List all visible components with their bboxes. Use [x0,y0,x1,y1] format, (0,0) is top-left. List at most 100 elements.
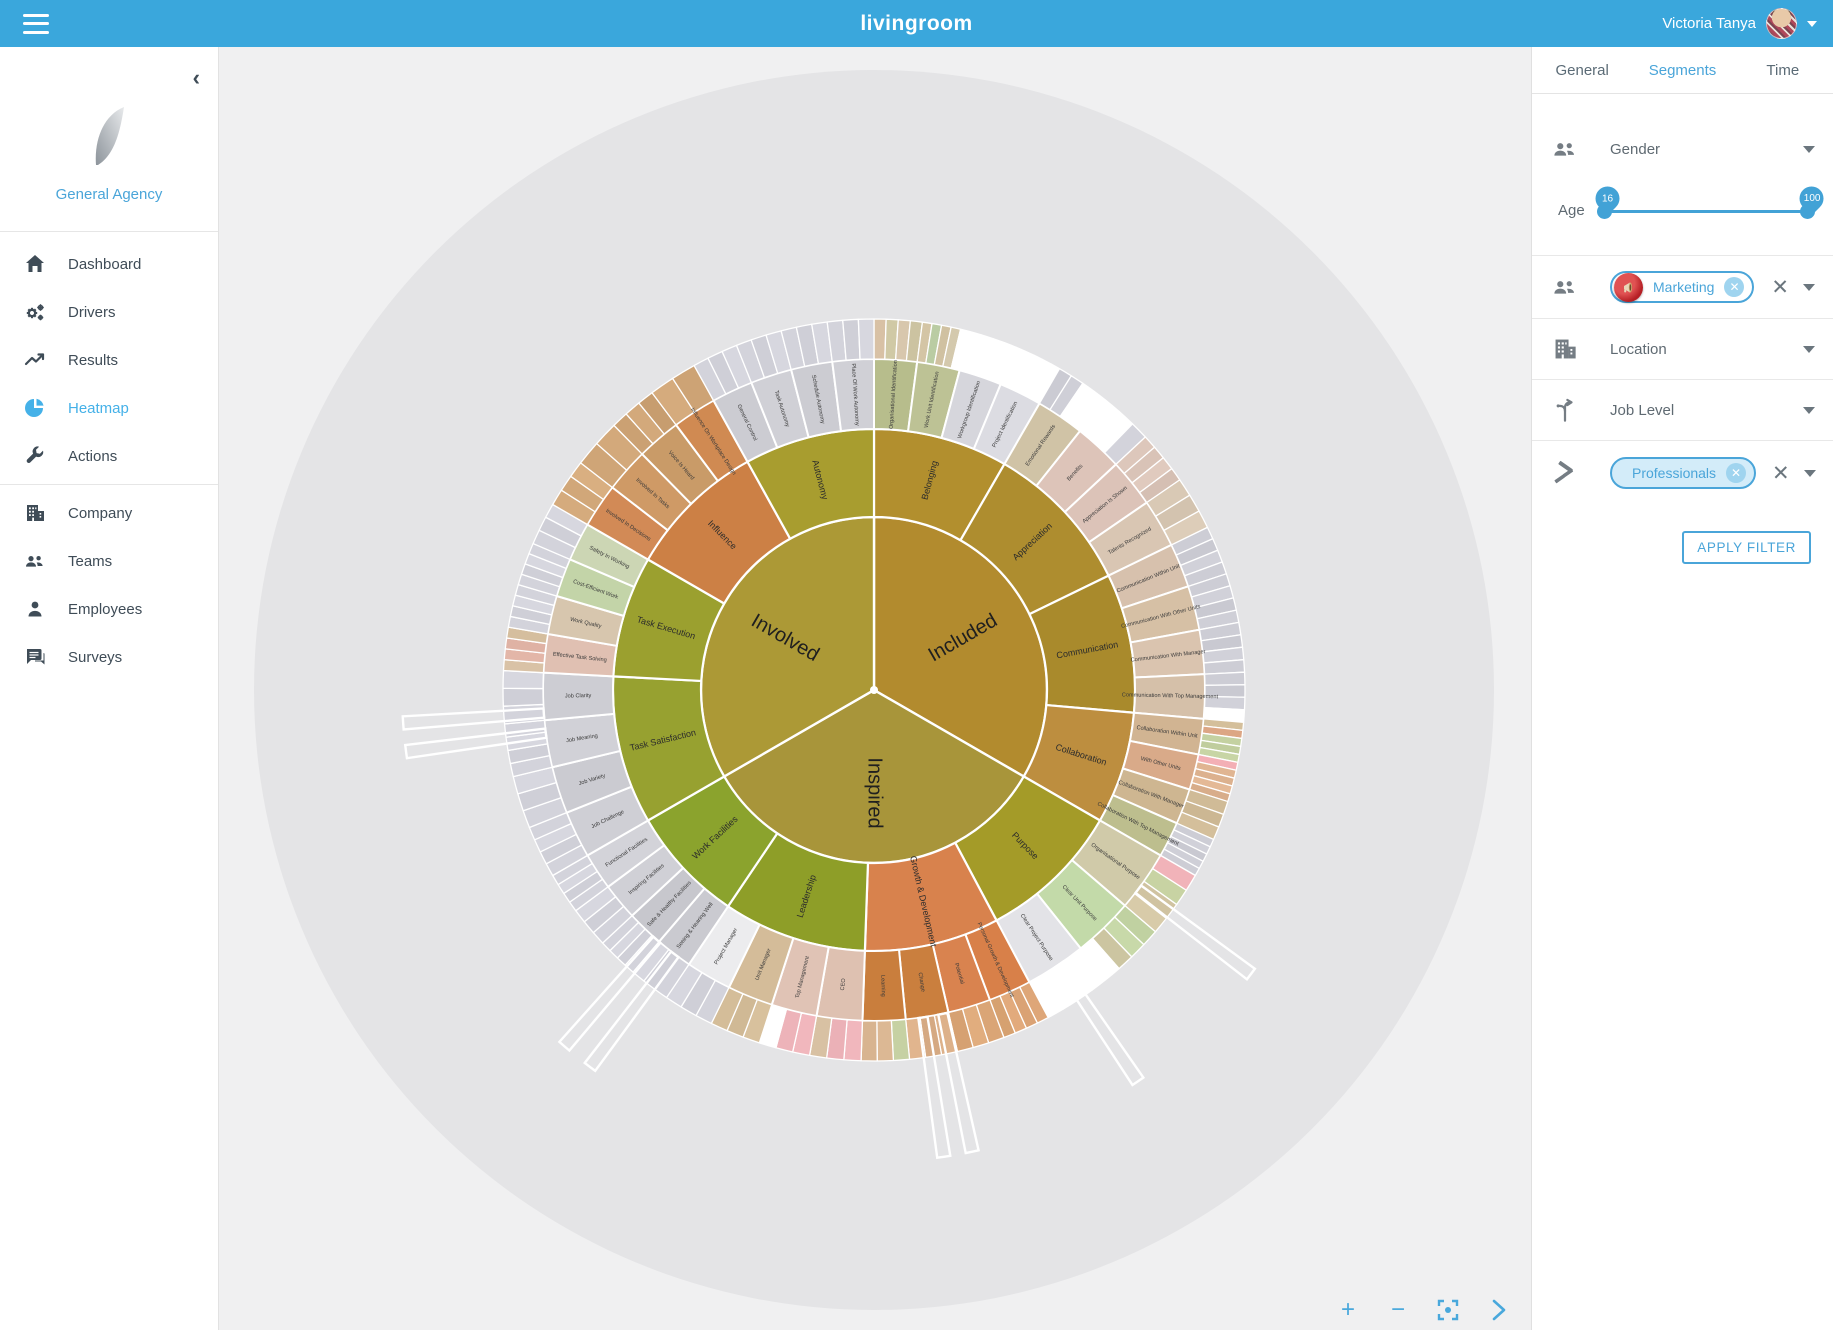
top-bar: livingroom Victoria Tanya [0,0,1833,47]
avatar[interactable] [1766,8,1797,39]
chart-spoke [1133,883,1257,981]
chip-label: Marketing [1653,279,1715,295]
sidebar-item-heatmap[interactable]: Heatmap [0,384,218,432]
divider [1532,379,1833,380]
agency-logo [0,47,218,172]
tab-time[interactable]: Time [1766,61,1800,79]
divider [0,484,218,485]
chevron-down-icon[interactable] [1803,406,1815,414]
split-arrow-icon [1552,397,1578,423]
chart-spoke [936,1011,981,1155]
chip-close-icon[interactable]: ✕ [1724,277,1745,297]
sidebar-item-actions[interactable]: Actions [0,432,218,480]
tab-segments[interactable]: Segments [1648,61,1717,79]
chevron-down-icon[interactable] [1803,283,1815,291]
age-label: Age [1558,202,1585,219]
chart-leaf[interactable] [876,1019,895,1062]
wrench-icon [24,445,46,467]
filter-panel: General Segments Time Gender Age 16 100 [1531,47,1833,1330]
department-filter-row: Marketing ✕ ✕ [1532,256,1833,318]
slider-handle-min[interactable]: 16 [1590,181,1625,219]
chevron-down-icon[interactable] [1807,20,1817,27]
sidebar-item-label: Heatmap [68,399,129,417]
chart-spoke [401,707,546,731]
chevron-down-icon[interactable] [1803,469,1816,477]
sidebar-item-results[interactable]: Results [0,336,218,384]
sidebar-item-label: Company [68,504,133,522]
home-icon [24,253,46,275]
divider [1532,255,1833,256]
sidebar-item-company[interactable]: Company [0,489,218,537]
sidebar-item-employees[interactable]: Employees [0,585,218,633]
segment-label: Inspired [864,757,886,828]
segment-label: CEO [840,977,847,990]
age-range-slider[interactable]: 16 100 [1590,181,1828,219]
zoom-in-button[interactable]: + [1340,1296,1355,1323]
segment-label: Learning [879,975,886,997]
sidebar-item-surveys[interactable]: Surveys [0,633,218,681]
age-max-value: 100 [1802,192,1820,204]
sidebar-item-label: Actions [68,447,118,465]
chip-label: Professionals [1632,465,1717,481]
pie-chart-icon [24,397,46,419]
segment-label: Change [917,972,926,992]
chart-leaf[interactable] [860,1020,878,1062]
chip-close-icon[interactable]: ✕ [1726,463,1747,483]
app-title: livingroom [860,11,973,35]
age-min-value: 16 [1602,192,1614,204]
sunburst-heatmap-chart[interactable]: Organisational Identification Work Unit I… [219,47,1531,1330]
job-level-filter-row: Job Level [1532,380,1833,440]
people-icon [24,550,46,572]
collapse-sidebar-icon[interactable]: ‹ [192,65,200,90]
slider-track[interactable] [1598,209,1813,213]
profession-filter-row: Professionals ✕ ✕ [1532,441,1833,505]
chart-leaf[interactable] [502,687,544,707]
gears-icon [24,301,46,323]
fit-screen-icon[interactable] [1435,1299,1461,1321]
megaphone-icon [1614,272,1643,302]
chart-leaf[interactable] [857,318,875,360]
hamburger-menu-icon[interactable] [23,13,49,34]
location-filter-row: Location [1532,319,1833,379]
zoom-out-button[interactable]: − [1390,1296,1405,1323]
sidebar-item-label: Employees [68,600,143,618]
segment-label: Effective Task Solving [553,652,608,664]
building-icon [1552,336,1578,362]
job-level-label: Job Level [1610,401,1675,419]
professionals-chip[interactable]: Professionals ✕ [1610,457,1757,489]
people-icon [1552,274,1578,300]
chevron-right-icon[interactable] [1485,1299,1511,1321]
marketing-chip[interactable]: Marketing ✕ [1610,271,1755,303]
chart-leaf[interactable] [842,318,861,361]
clear-filter-icon[interactable]: ✕ [1771,275,1789,299]
tab-general[interactable]: General [1555,61,1609,79]
chart-leaf[interactable] [873,318,887,360]
sidebar-item-label: Surveys [68,648,123,666]
chart-leaf[interactable] [890,1018,911,1062]
segment-label: Organisational Identification [889,360,900,429]
sidebar-item-label: Drivers [68,303,116,321]
gender-label: Gender [1610,140,1661,158]
segment-label: Job Clarity [565,693,592,700]
clear-filter-icon[interactable]: ✕ [1772,461,1790,485]
apply-filter-button[interactable]: APPLY FILTER [1682,531,1811,564]
segment-label: Job Meaning [566,733,599,744]
chevron-down-icon[interactable] [1803,145,1815,153]
sidebar-item-dashboard[interactable]: Dashboard [0,240,218,288]
slider-handle-max[interactable]: 100 [1794,181,1828,219]
chat-icon [24,646,46,668]
chart-controls: + − [1335,1298,1511,1322]
user-menu[interactable]: Victoria Tanya [1662,8,1817,39]
panel-tabs: General Segments Time [1532,47,1833,94]
chevron-down-icon[interactable] [1803,345,1815,353]
sidebar-item-drivers[interactable]: Drivers [0,288,218,336]
chart-leaf[interactable] [1203,671,1246,686]
sidebar-item-label: Dashboard [68,255,142,273]
chart-spoke [403,727,548,760]
chart-leaf[interactable] [502,669,545,690]
people-icon [1552,136,1578,162]
sidebar-nav: Dashboard Drivers Results Heatmap Actions… [0,232,218,681]
user-name: Victoria Tanya [1662,15,1756,32]
sidebar-item-teams[interactable]: Teams [0,537,218,585]
divider [1532,318,1833,319]
